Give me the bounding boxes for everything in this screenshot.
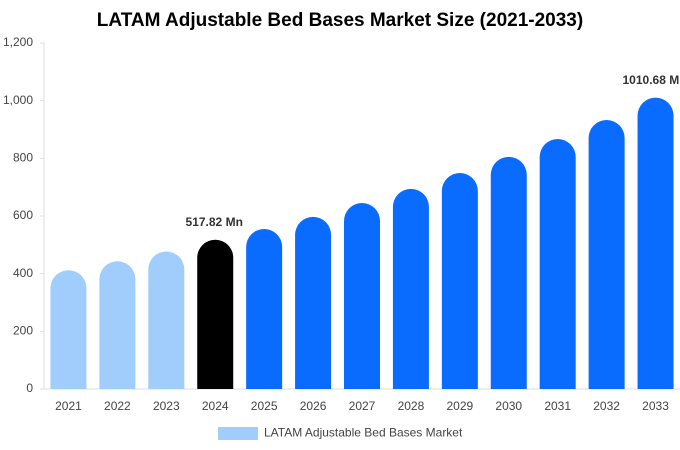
bar	[392, 188, 429, 389]
y-tick-label: 0	[26, 381, 33, 395]
legend-label: LATAM Adjustable Bed Bases Market	[264, 426, 463, 440]
y-tick-label: 600	[13, 208, 33, 222]
bar	[490, 156, 527, 389]
bar	[637, 97, 674, 389]
legend-swatch	[218, 427, 258, 440]
bar	[344, 203, 380, 389]
bar	[148, 251, 185, 389]
y-tick-label: 400	[13, 266, 33, 280]
x-tick-label: 2026	[300, 399, 327, 413]
x-tick-label: 2033	[642, 399, 669, 413]
x-tick-label: 2032	[593, 399, 620, 413]
bar	[539, 139, 576, 389]
x-tick-label: 2023	[153, 399, 180, 413]
x-tick-label: 2022	[104, 399, 131, 413]
x-tick-label: 2030	[495, 399, 522, 413]
x-tick-label: 2028	[398, 399, 425, 413]
bar	[99, 261, 136, 389]
y-tick-label: 1,200	[3, 35, 33, 49]
x-tick-label: 2031	[544, 399, 571, 413]
bar	[441, 173, 478, 389]
x-tick-label: 2027	[349, 399, 376, 413]
chart-title: LATAM Adjustable Bed Bases Market Size (…	[97, 10, 583, 31]
bar	[295, 216, 332, 389]
bar	[197, 239, 234, 389]
bar	[50, 270, 87, 389]
value-label: 1010.68 Mn	[623, 73, 680, 87]
y-tick-label: 800	[13, 151, 33, 165]
x-tick-label: 2024	[202, 399, 229, 413]
x-tick-label: 2029	[446, 399, 473, 413]
x-tick-label: 2025	[251, 399, 278, 413]
y-tick-label: 200	[13, 324, 33, 338]
bar	[588, 119, 625, 390]
value-label: 517.82 Mn	[186, 215, 243, 229]
bar	[246, 228, 283, 389]
y-tick-label: 1,000	[3, 93, 33, 107]
x-tick-label: 2021	[55, 399, 82, 413]
